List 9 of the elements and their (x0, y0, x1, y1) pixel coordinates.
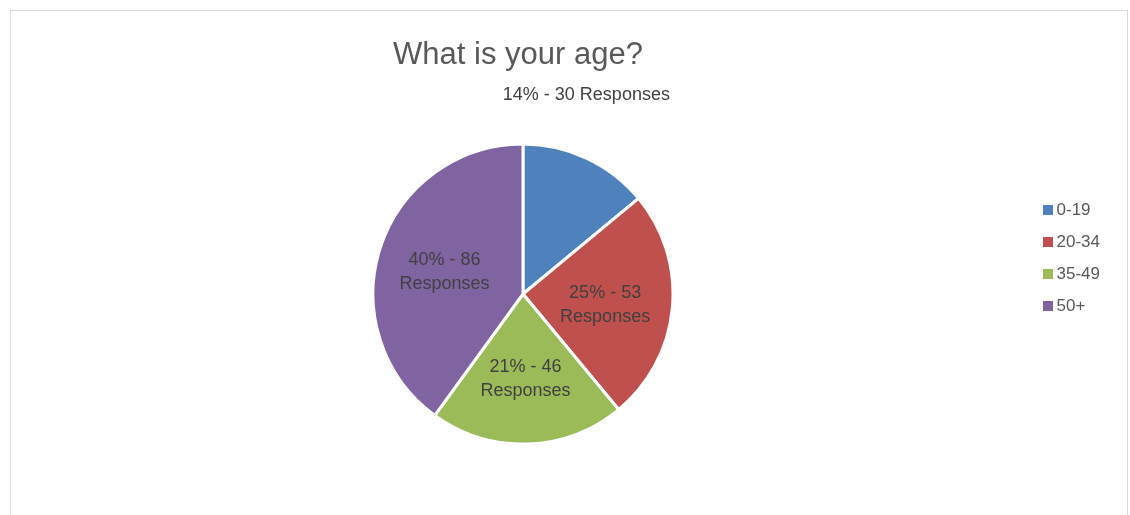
data-label: 40% - 86 Responses (399, 248, 490, 293)
legend-label: 20-34 (1056, 231, 1100, 251)
legend-label: 50+ (1056, 295, 1086, 315)
chart-title: What is your age? (392, 36, 644, 72)
legend-label: 0-19 (1056, 199, 1091, 219)
legend-label: 35-49 (1056, 263, 1100, 283)
data-label: 14% - 30 Responses (502, 83, 670, 104)
data-label: 21% - 46 Responses (480, 356, 571, 401)
data-label: 25% - 53 Responses (560, 281, 651, 326)
